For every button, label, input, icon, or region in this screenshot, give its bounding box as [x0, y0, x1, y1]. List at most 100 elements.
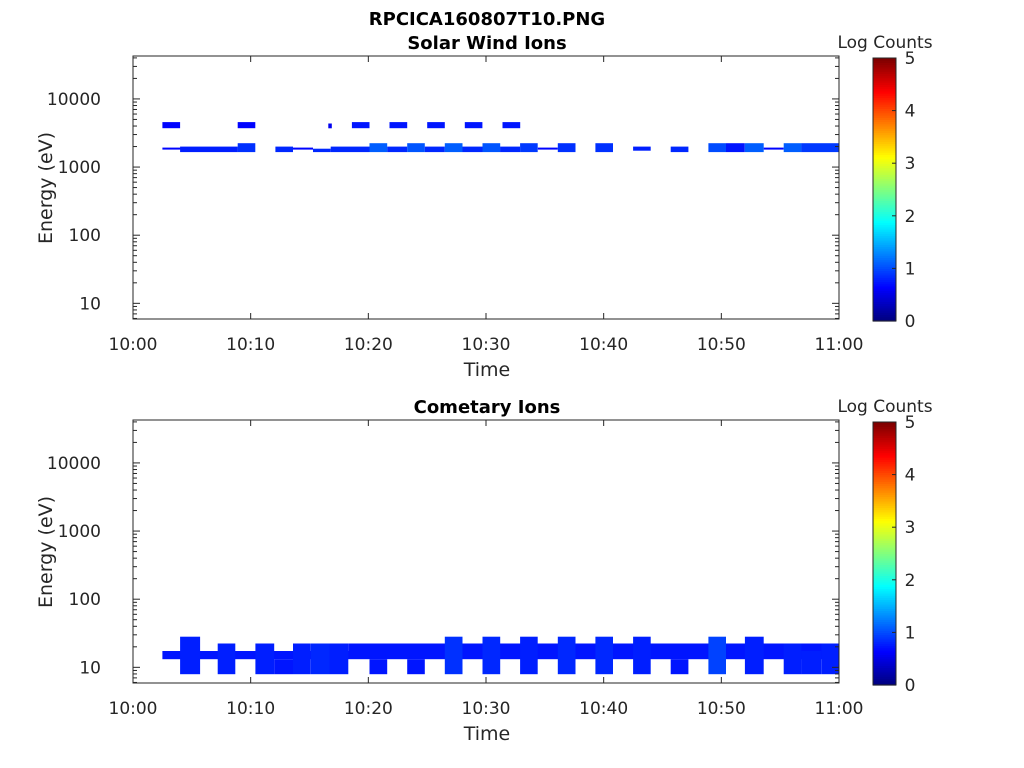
colorbar-segment — [873, 562, 896, 566]
colorbar-label: Log Counts — [837, 33, 932, 53]
heatmap-cell — [557, 143, 576, 153]
colorbar-segment — [873, 163, 896, 166]
colorbar-segment — [873, 270, 896, 274]
colorbar-segment — [873, 277, 896, 280]
x-tick-label: 10:00 — [109, 699, 158, 719]
y-tick-label: 10 — [79, 658, 101, 678]
colorbar-segment — [873, 601, 896, 605]
y-axis-label: Energy (eV) — [35, 496, 57, 608]
colorbar-segment — [873, 237, 896, 241]
heatmap-cell — [464, 122, 483, 129]
cometary-panel: Cometary Ions 10:00 10:10 10:20 10:30 10:40 1… — [35, 397, 933, 745]
colorbar-segment — [873, 296, 896, 300]
colorbar-segment — [873, 658, 896, 662]
heatmap-cell — [217, 643, 236, 675]
colorbar-segment — [873, 542, 896, 546]
colorbar-gradient — [872, 421, 897, 686]
colorbar-segment — [873, 307, 896, 311]
heatmap-cell — [726, 143, 745, 153]
colorbar-segment — [873, 535, 896, 539]
colorbar-segment — [873, 226, 896, 230]
colorbar-segment — [873, 476, 896, 480]
colorbar-segment — [873, 516, 896, 520]
colorbar-segment — [873, 680, 896, 684]
colorbar-segment — [873, 272, 896, 276]
colorbar-segment — [873, 246, 896, 250]
colorbar-segment — [873, 660, 896, 664]
x-axis-label: Time — [463, 359, 511, 381]
colorbar-segment — [873, 290, 896, 294]
colorbar-segment — [873, 281, 896, 285]
colorbar-segment — [873, 588, 896, 592]
colorbar-segment — [873, 544, 896, 548]
y-tick-label: 10 — [79, 294, 101, 314]
colorbar-segment — [873, 250, 896, 254]
y-tick-label: 10000 — [47, 90, 101, 110]
colorbar-segment — [873, 496, 896, 500]
colorbar-segment — [873, 82, 896, 85]
colorbar-segment — [873, 430, 896, 434]
colorbar-segment — [873, 185, 896, 188]
colorbar-segment — [873, 220, 896, 223]
heatmap-cell — [595, 143, 613, 153]
heatmap-cell — [783, 643, 802, 675]
x-ticks: 10:00 10:10 10:20 10:30 10:40 10:50 11:00 — [109, 56, 864, 355]
heatmap-cell — [595, 636, 613, 675]
colorbar-segment — [873, 638, 896, 642]
colorbar-segment — [873, 150, 896, 153]
colorbar-segment — [873, 614, 896, 618]
colorbar-segment — [873, 634, 896, 638]
colorbar-segment — [873, 485, 896, 489]
colorbar-segment — [873, 305, 896, 309]
y-tick-label: 100 — [69, 226, 101, 246]
colorbar-segment — [873, 73, 896, 77]
colorbar-segment — [873, 575, 896, 579]
colorbar-segment — [873, 592, 896, 596]
colorbar-segment — [873, 625, 896, 629]
colorbar-tick-label: 3 — [905, 518, 916, 538]
colorbar-segment — [873, 93, 896, 96]
heatmap-cell — [351, 122, 370, 129]
colorbar-segment — [873, 178, 896, 182]
heatmap-cell — [328, 123, 332, 129]
colorbar-segment — [873, 86, 896, 90]
colorbar-segment — [873, 463, 896, 467]
colorbar-segment — [873, 498, 896, 502]
colorbar-segment — [873, 432, 896, 436]
colorbar-segment — [873, 507, 896, 511]
heatmap-cell — [670, 659, 689, 675]
colorbar-segment — [873, 422, 896, 425]
colorbar-segment — [873, 253, 896, 256]
colorbar-segment — [873, 612, 896, 616]
colorbar-segment — [873, 211, 896, 215]
colorbar-segment — [873, 509, 896, 513]
colorbar-segment — [873, 121, 896, 125]
colorbar-segment — [873, 264, 896, 267]
colorbar-segment — [873, 288, 896, 291]
colorbar-segment — [873, 527, 896, 530]
colorbar-segment — [873, 553, 896, 557]
y-tick-label: 1000 — [58, 158, 101, 178]
heatmap-cell — [310, 643, 330, 675]
colorbar-segment — [873, 174, 896, 177]
colorbar-segment — [873, 66, 896, 70]
x-ticks: 10:00 10:10 10:20 10:30 10:40 10:50 11:00 — [109, 420, 864, 719]
colorbar-segment — [873, 678, 896, 682]
heatmap-cell — [255, 643, 275, 675]
colorbar-segment — [873, 595, 896, 598]
colorbar-segment — [873, 169, 896, 173]
colorbar-gradient — [872, 57, 897, 322]
colorbar-segment — [873, 202, 896, 206]
colorbar-segment — [873, 259, 896, 263]
colorbar-segment — [873, 503, 896, 506]
colorbar-segment — [873, 632, 896, 636]
colorbar-segment — [873, 283, 896, 287]
colorbar-segment — [873, 268, 896, 272]
colorbar-segment — [873, 461, 896, 465]
colorbar-segment — [873, 123, 896, 127]
colorbar-segment — [873, 143, 896, 147]
colorbar-segment — [873, 623, 896, 627]
colorbar-tick-label: 3 — [905, 154, 916, 174]
colorbar-segment — [873, 198, 896, 202]
heatmap-cell — [387, 146, 408, 153]
